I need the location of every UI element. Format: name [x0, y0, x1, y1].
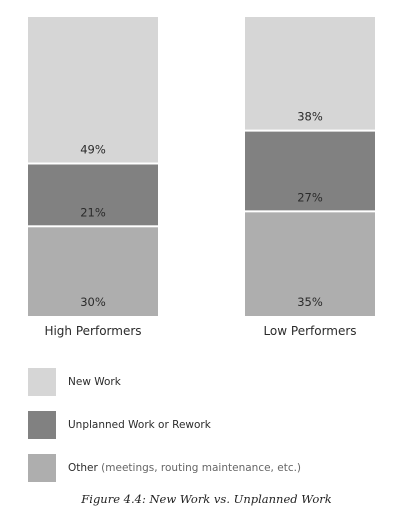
stacked-bar-chart: 30% 21% 49% High Performers 35% 27% 38% Low Per…: [28, 17, 375, 338]
data-label-high-performers-other: 30%: [80, 295, 106, 309]
bar-segment-high-performers-unplanned-work-or-rework: [28, 164, 158, 226]
legend-item-other: Other (meetings, routing maintenance, et…: [28, 454, 301, 482]
legend-label-other: Other (meetings, routing maintenance, et…: [68, 462, 301, 474]
figure-caption: Figure 4.4: New Work vs. Unplanned Work: [81, 492, 332, 506]
legend: New Work Unplanned Work or Rework Other …: [28, 368, 301, 497]
data-label-low-performers-unplanned-work-or-rework: 27%: [297, 190, 323, 204]
data-label-low-performers-new-work: 38%: [297, 110, 323, 124]
category-label-high-performers: High Performers: [44, 324, 141, 338]
legend-label-unplanned-work: Unplanned Work or Rework: [68, 419, 211, 431]
bar-segment-high-performers-other: [28, 227, 158, 316]
bar-segment-low-performers-other: [245, 212, 375, 316]
bar-segment-low-performers-new-work: [245, 17, 375, 130]
legend-label-other-name: Other: [68, 462, 98, 474]
data-label-high-performers-new-work: 49%: [80, 143, 106, 157]
data-label-high-performers-unplanned-work-or-rework: 21%: [80, 205, 106, 219]
bar-segment-high-performers-new-work: [28, 17, 158, 163]
legend-swatch-unplanned-work: [28, 411, 56, 439]
legend-item-new-work: New Work: [28, 368, 301, 396]
legend-swatch-new-work: [28, 368, 56, 396]
legend-label-new-work: New Work: [68, 376, 121, 388]
legend-item-unplanned-work: Unplanned Work or Rework: [28, 411, 301, 439]
legend-swatch-other: [28, 454, 56, 482]
category-label-low-performers: Low Performers: [263, 324, 356, 338]
legend-label-other-note: (meetings, routing maintenance, etc.): [101, 462, 302, 474]
bar-segment-low-performers-unplanned-work-or-rework: [245, 131, 375, 211]
data-label-low-performers-other: 35%: [297, 295, 323, 309]
